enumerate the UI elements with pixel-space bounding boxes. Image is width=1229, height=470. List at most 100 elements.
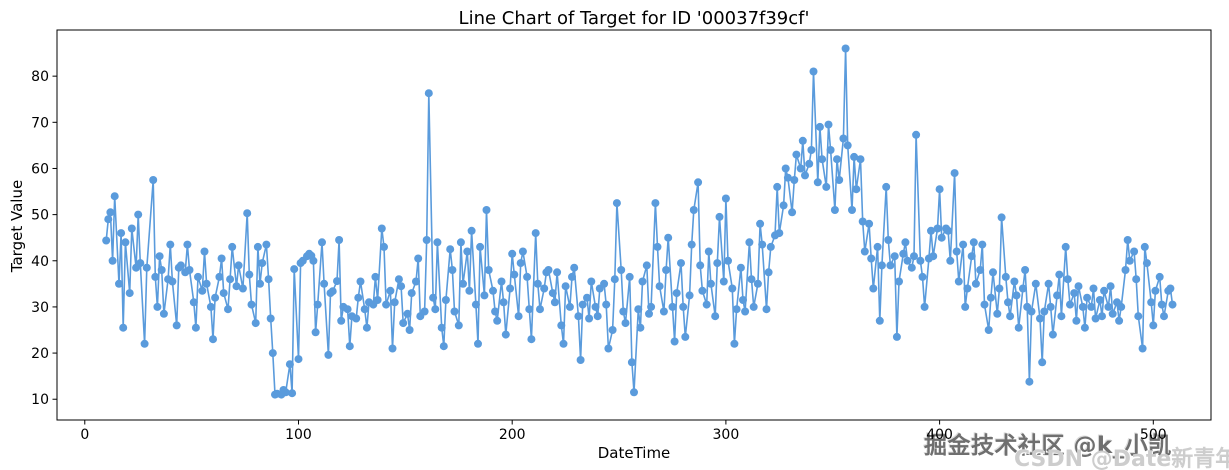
data-point [456, 238, 465, 247]
data-point [343, 305, 352, 314]
data-point [1098, 312, 1106, 321]
data-point [285, 360, 294, 369]
data-point [781, 164, 790, 173]
data-point [166, 240, 175, 249]
y-tick-label: 80 [31, 69, 49, 85]
data-point [824, 120, 833, 129]
data-point [995, 284, 1004, 293]
data-point [933, 224, 942, 233]
data-point [106, 208, 115, 217]
data-point [610, 275, 619, 284]
data-point [232, 282, 241, 291]
data-point [773, 182, 782, 191]
data-point [1057, 312, 1066, 321]
data-point [437, 323, 446, 332]
data-point [852, 185, 861, 194]
data-point [476, 242, 485, 251]
data-point [621, 319, 630, 328]
data-point [399, 319, 408, 328]
data-point [228, 242, 237, 251]
data-point [185, 266, 194, 274]
data-point [215, 272, 224, 281]
y-tick-label: 20 [31, 346, 49, 362]
data-point [668, 302, 677, 311]
data-point [125, 289, 134, 298]
data-point [1100, 286, 1109, 295]
y-tick-label: 50 [31, 208, 49, 224]
data-point [489, 286, 497, 295]
data-point [1018, 284, 1027, 293]
data-point [867, 254, 876, 263]
data-point [309, 256, 318, 265]
data-point [753, 279, 762, 288]
data-point [807, 146, 816, 154]
data-point [206, 302, 215, 311]
data-point [681, 332, 690, 341]
data-point [313, 300, 322, 309]
data-point [506, 284, 515, 293]
data-point [1108, 309, 1117, 318]
data-point [439, 342, 448, 351]
data-point [801, 171, 809, 180]
data-point [373, 296, 382, 304]
data-point [642, 261, 651, 270]
data-point [790, 176, 799, 184]
data-point [670, 337, 679, 346]
data-point [997, 213, 1006, 222]
data-point [576, 356, 585, 364]
data-point [659, 307, 668, 316]
data-point [935, 185, 944, 194]
data-point [1025, 377, 1034, 386]
data-point [689, 206, 698, 214]
data-point [1053, 291, 1062, 300]
data-point [732, 305, 741, 314]
data-point [153, 302, 162, 311]
data-point [480, 291, 489, 300]
data-point [1166, 284, 1175, 293]
data-point [1155, 272, 1164, 281]
data-point [183, 240, 192, 249]
data-point [884, 236, 893, 244]
data-point [687, 240, 696, 249]
data-point [619, 307, 628, 316]
data-point [608, 326, 617, 334]
data-point [525, 305, 534, 314]
data-point [553, 268, 562, 277]
data-point [758, 240, 767, 249]
data-point [127, 224, 136, 233]
data-point [698, 286, 707, 295]
data-point [491, 307, 500, 316]
data-point [1160, 312, 1168, 321]
data-point [510, 270, 519, 279]
data-point [102, 236, 111, 245]
data-point [980, 300, 989, 309]
data-point [574, 312, 583, 321]
data-point [394, 275, 403, 284]
data-point [328, 287, 337, 296]
data-point [318, 238, 326, 247]
data-point [238, 284, 247, 293]
data-point [1083, 293, 1092, 302]
data-point [386, 286, 395, 295]
data-point [989, 268, 997, 277]
data-point [1151, 286, 1160, 295]
data-point [796, 164, 805, 173]
data-point [679, 302, 688, 311]
data-point [251, 319, 260, 328]
data-point [756, 219, 765, 228]
data-point [1168, 300, 1177, 309]
data-point [189, 298, 198, 307]
data-point [865, 219, 874, 228]
data-point [1078, 302, 1087, 311]
data-point [593, 312, 602, 321]
data-point [191, 323, 200, 332]
data-point [617, 266, 626, 274]
data-point [253, 242, 262, 251]
data-point [636, 323, 645, 332]
data-point [412, 277, 420, 286]
data-point [1048, 330, 1057, 339]
data-point [1021, 266, 1030, 274]
data-point [805, 159, 814, 168]
data-point [354, 293, 363, 302]
